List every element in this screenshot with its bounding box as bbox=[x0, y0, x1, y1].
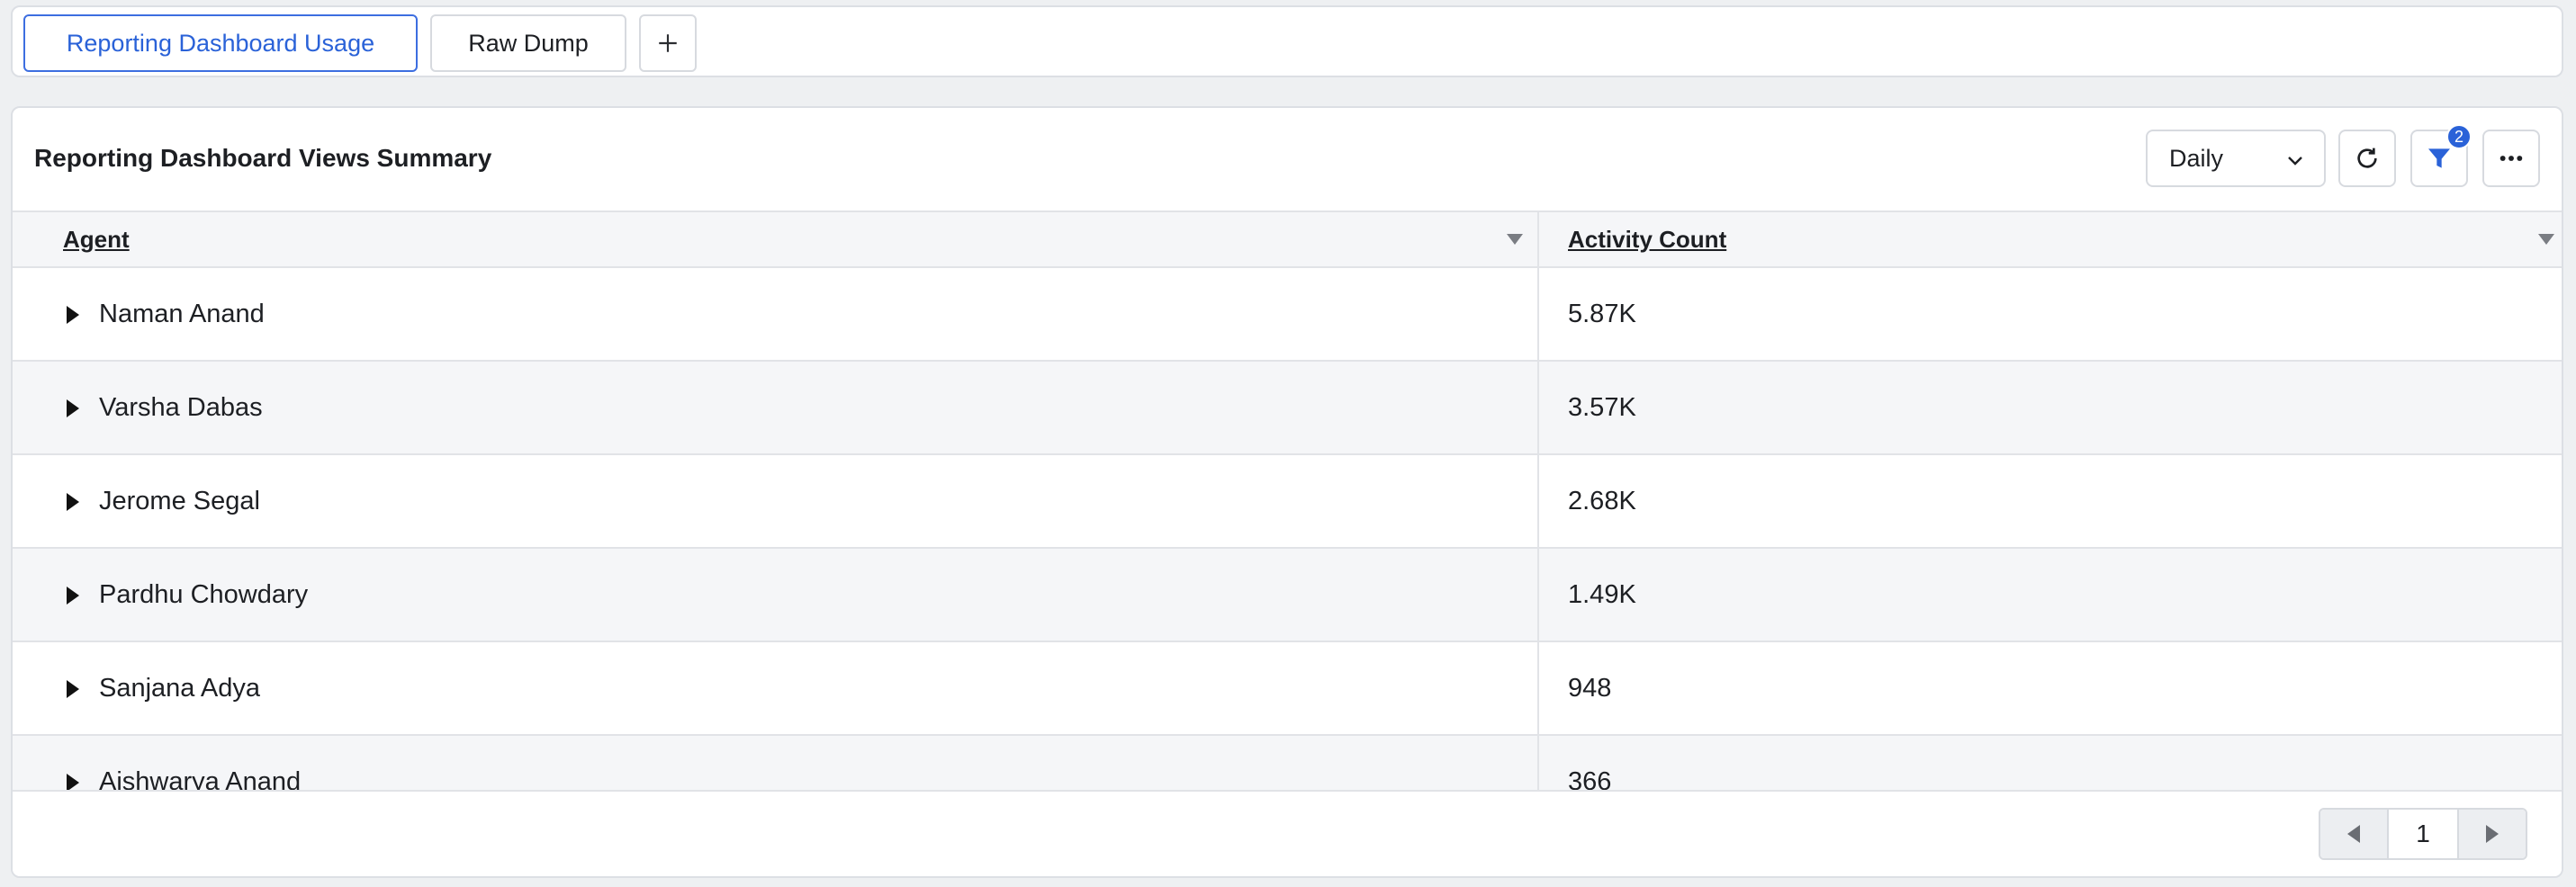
activity-count: 3.57K bbox=[1568, 392, 1636, 422]
activity-count: 366 bbox=[1568, 766, 1612, 791]
table-row: Pardhu Chowdary 1.49K bbox=[13, 549, 2562, 642]
filter-icon bbox=[2428, 148, 2450, 168]
activity-count: 2.68K bbox=[1568, 486, 1636, 515]
current-page: 1 bbox=[2387, 810, 2459, 858]
column-header-activity-count[interactable]: Activity Count bbox=[1568, 225, 1727, 253]
next-page-button[interactable] bbox=[2459, 810, 2526, 858]
table-header: Agent Activity Count bbox=[13, 211, 2562, 268]
more-options-button[interactable] bbox=[2482, 130, 2540, 187]
agent-name: Pardhu Chowdary bbox=[99, 579, 309, 609]
agent-name: Jerome Segal bbox=[99, 486, 260, 515]
table-row: Jerome Segal 2.68K bbox=[13, 455, 2562, 549]
caret-right-icon bbox=[2486, 825, 2499, 843]
expand-row-icon[interactable] bbox=[67, 587, 79, 605]
tab-label: Reporting Dashboard Usage bbox=[66, 29, 375, 57]
column-header-agent[interactable]: Agent bbox=[63, 225, 130, 253]
table-footer: 1 bbox=[13, 790, 2562, 876]
granularity-value: Daily bbox=[2169, 144, 2224, 172]
table-row: Varsha Dabas 3.57K bbox=[13, 362, 2562, 455]
data-table: Agent Activity Count Naman Anand 5.87K V… bbox=[13, 211, 2562, 790]
agent-name: Naman Anand bbox=[99, 299, 265, 328]
table-row: Naman Anand 5.87K bbox=[13, 268, 2562, 362]
previous-page-button[interactable] bbox=[2320, 810, 2387, 858]
pagination: 1 bbox=[2319, 808, 2527, 860]
plus-icon bbox=[659, 34, 677, 52]
panel-title: Reporting Dashboard Views Summary bbox=[34, 144, 492, 172]
expand-row-icon[interactable] bbox=[67, 680, 79, 698]
expand-row-icon[interactable] bbox=[67, 306, 79, 324]
chevron-down-icon bbox=[2288, 157, 2302, 166]
agent-name: Sanjana Adya bbox=[99, 673, 260, 703]
expand-row-icon[interactable] bbox=[67, 493, 79, 511]
agent-name: Varsha Dabas bbox=[99, 392, 263, 422]
tab-reporting-dashboard-usage[interactable]: Reporting Dashboard Usage bbox=[23, 14, 418, 72]
more-horizontal-icon bbox=[2499, 156, 2523, 161]
activity-count: 1.49K bbox=[1568, 579, 1636, 609]
sort-dropdown-icon[interactable] bbox=[2538, 234, 2554, 245]
activity-count: 5.87K bbox=[1568, 299, 1636, 328]
expand-row-icon[interactable] bbox=[67, 774, 79, 790]
tab-bar: Reporting Dashboard Usage Raw Dump bbox=[11, 5, 2563, 77]
caret-left-icon bbox=[2347, 825, 2360, 843]
column-divider[interactable] bbox=[1537, 211, 1539, 790]
refresh-icon bbox=[2357, 148, 2377, 168]
table-row: Aishwarya Anand 366 bbox=[13, 736, 2562, 790]
refresh-button[interactable] bbox=[2338, 130, 2396, 187]
summary-panel: Reporting Dashboard Views Summary Daily … bbox=[11, 106, 2563, 878]
granularity-select[interactable]: Daily bbox=[2146, 130, 2326, 187]
expand-row-icon[interactable] bbox=[67, 399, 79, 417]
tab-raw-dump[interactable]: Raw Dump bbox=[430, 14, 626, 72]
activity-count: 948 bbox=[1568, 673, 1612, 703]
sort-dropdown-icon[interactable] bbox=[1507, 234, 1523, 245]
tab-label: Raw Dump bbox=[468, 29, 589, 57]
agent-name: Aishwarya Anand bbox=[99, 766, 302, 791]
table-row: Sanjana Adya 948 bbox=[13, 642, 2562, 736]
filter-count-badge: 2 bbox=[2446, 124, 2472, 149]
add-tab-button[interactable] bbox=[639, 14, 697, 72]
